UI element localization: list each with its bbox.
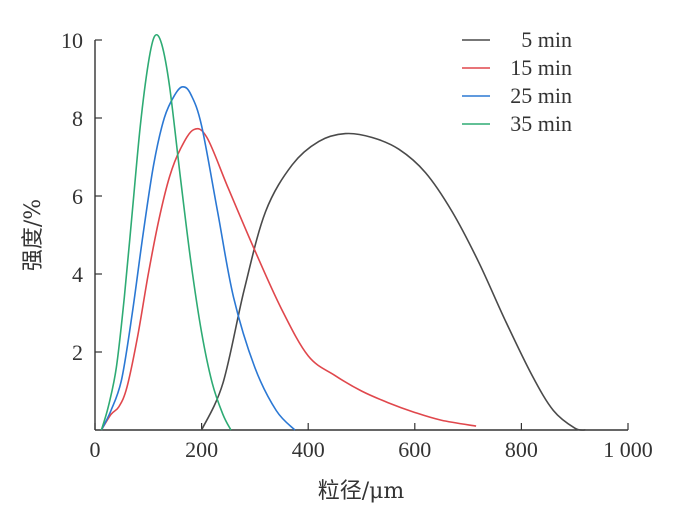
- x-tick-label: 800: [505, 437, 538, 462]
- x-tick-label: 0: [90, 437, 101, 462]
- series-line-2: [100, 127, 477, 431]
- y-tick-label: 6: [72, 184, 83, 209]
- y-tick-label: 10: [61, 28, 83, 53]
- y-tick-label: 2: [72, 340, 83, 365]
- series-line-1: [200, 132, 586, 431]
- x-axis-label: 粒径/μm: [318, 479, 405, 504]
- series-line-3: [100, 86, 296, 431]
- series-group: [100, 33, 586, 431]
- y-tick-label: 4: [72, 262, 83, 287]
- x-tick-label: 200: [185, 437, 218, 462]
- legend-label: 25 min: [510, 83, 572, 108]
- legend: 5 min 15 min 25 min 35 min: [462, 27, 572, 136]
- series-line-4: [100, 33, 232, 431]
- axes: 0 200 400 600 800 1 000 2 4 6 8 10: [61, 28, 653, 462]
- x-tick-label: 600: [398, 437, 431, 462]
- legend-label: 35 min: [510, 111, 572, 136]
- y-tick-label: 8: [72, 106, 83, 131]
- legend-label: 5 min: [521, 27, 572, 52]
- x-tick-label: 400: [292, 437, 325, 462]
- x-tick-label: 1 000: [603, 437, 653, 462]
- legend-label: 15 min: [510, 55, 572, 80]
- y-axis-label: 强度/%: [21, 199, 46, 271]
